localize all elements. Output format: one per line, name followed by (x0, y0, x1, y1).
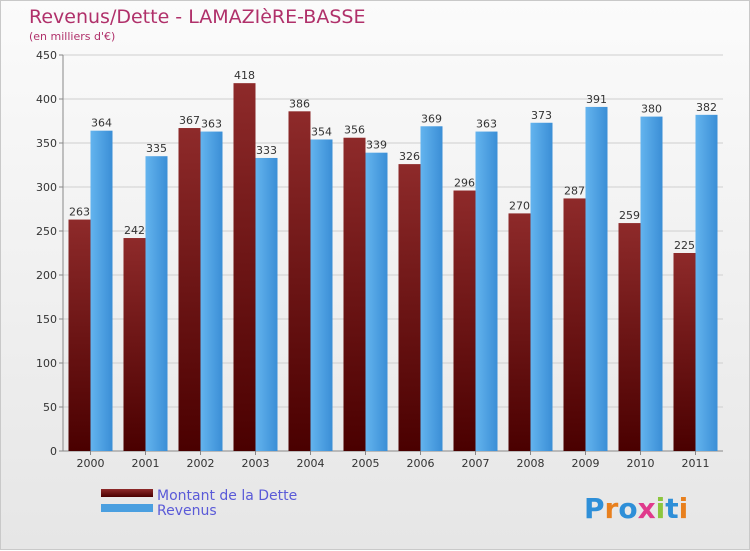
xtick-label-2008: 2008 (517, 457, 545, 470)
y-axis-ticks: 0 50 100 150 200 250 300 350 400 450 (36, 49, 723, 458)
bar-revenus-2003 (255, 157, 278, 451)
bar-dette-2003 (233, 83, 256, 451)
ytick-label-200: 200 (36, 269, 57, 282)
legend-label-dette: Montant de la Dette (157, 488, 297, 504)
bar-revenus-2004 (310, 139, 333, 452)
ytick-label-50: 50 (43, 401, 57, 414)
bar-revenus-2011 (695, 114, 718, 451)
data-label-dette-2011: 225 (674, 239, 695, 252)
bar-dette-2000 (68, 219, 91, 451)
bar-dette-2002 (178, 128, 201, 451)
chart-title: Revenus/Dette - LAMAZIèRE-BASSE (29, 6, 365, 28)
ytick-label-100: 100 (36, 357, 57, 370)
logo-letter: x (638, 492, 656, 525)
bar-revenus-2005 (365, 152, 388, 451)
data-label-revenus-2001: 335 (146, 142, 167, 155)
logo-letter: t (665, 492, 678, 525)
bar-dette-2005 (343, 137, 366, 451)
xtick-label-2007: 2007 (462, 457, 490, 470)
bar-dette-2010 (618, 223, 641, 451)
bar-revenus-2001 (145, 156, 168, 451)
data-label-revenus-2000: 364 (91, 117, 112, 130)
bar-dette-2006 (398, 164, 421, 451)
xtick-label-2003: 2003 (242, 457, 270, 470)
data-label-dette-2003: 418 (234, 69, 255, 82)
xtick-label-2001: 2001 (132, 457, 160, 470)
data-label-dette-2010: 259 (619, 209, 640, 222)
data-label-dette-2002: 367 (179, 114, 200, 127)
ytick-label-350: 350 (36, 137, 57, 150)
bar-dette-2011 (673, 253, 696, 451)
data-label-revenus-2006: 369 (421, 112, 442, 125)
legend: Montant de la Dette Revenus (101, 488, 297, 519)
data-label-revenus-2011: 382 (696, 101, 717, 114)
xtick-label-2009: 2009 (572, 457, 600, 470)
ytick-label-300: 300 (36, 181, 57, 194)
bar-revenus-2002 (200, 131, 223, 451)
data-label-dette-2000: 263 (69, 206, 90, 219)
logo-letter: i (679, 492, 689, 525)
xtick-label-2011: 2011 (682, 457, 710, 470)
bar-revenus-2007 (475, 131, 498, 451)
data-label-revenus-2004: 354 (311, 125, 332, 138)
data-label-revenus-2005: 339 (366, 139, 387, 152)
ytick-label-0: 0 (50, 445, 57, 458)
data-label-dette-2006: 326 (399, 150, 420, 163)
xtick-label-2010: 2010 (627, 457, 655, 470)
xtick-label-2004: 2004 (297, 457, 325, 470)
data-label-dette-2007: 296 (454, 177, 475, 190)
proxiti-logo: Proxiti (584, 492, 688, 525)
grid-lines (63, 54, 723, 452)
data-label-dette-2009: 287 (564, 184, 585, 197)
data-label-dette-2008: 270 (509, 199, 530, 212)
xtick-label-2000: 2000 (77, 457, 105, 470)
bar-revenus-2009 (585, 106, 608, 452)
xtick-label-2005: 2005 (352, 457, 380, 470)
xtick-label-2006: 2006 (407, 457, 435, 470)
bar-revenus-2010 (640, 116, 663, 451)
data-label-revenus-2003: 333 (256, 144, 277, 157)
logo-letter: r (605, 492, 619, 525)
legend-swatch-revenus (101, 504, 153, 512)
x-axis-ticks: 2000 2001 2002 2003 2004 2005 2006 2007 2008 2009… (77, 451, 710, 470)
bar-revenus-2008 (530, 122, 553, 451)
bar-revenus-2000 (90, 130, 113, 451)
chart-subtitle: (en milliers d'€) (29, 30, 115, 43)
ytick-label-150: 150 (36, 313, 57, 326)
data-label-revenus-2010: 380 (641, 103, 662, 116)
logo-letter: o (618, 492, 637, 525)
data-label-dette-2004: 386 (289, 97, 310, 110)
data-label-revenus-2002: 363 (201, 118, 222, 131)
bars (68, 83, 718, 452)
data-label-dette-2001: 242 (124, 224, 145, 237)
data-label-revenus-2007: 363 (476, 118, 497, 131)
legend-label-revenus: Revenus (157, 503, 217, 519)
ytick-label-450: 450 (36, 49, 57, 62)
bar-dette-2008 (508, 213, 531, 451)
data-label-revenus-2009: 391 (586, 93, 607, 106)
bar-revenus-2006 (420, 126, 443, 451)
bar-dette-2004 (288, 111, 311, 451)
bar-dette-2007 (453, 190, 476, 451)
xtick-label-2002: 2002 (187, 457, 215, 470)
data-label-dette-2005: 356 (344, 124, 365, 137)
bar-dette-2009 (563, 198, 586, 451)
data-label-revenus-2008: 373 (531, 109, 552, 122)
bar-dette-2001 (123, 238, 146, 451)
logo-letter: P (584, 492, 605, 525)
ytick-label-400: 400 (36, 93, 57, 106)
legend-swatch-dette (101, 489, 153, 497)
ytick-label-250: 250 (36, 225, 57, 238)
logo-letter: i (656, 492, 666, 525)
